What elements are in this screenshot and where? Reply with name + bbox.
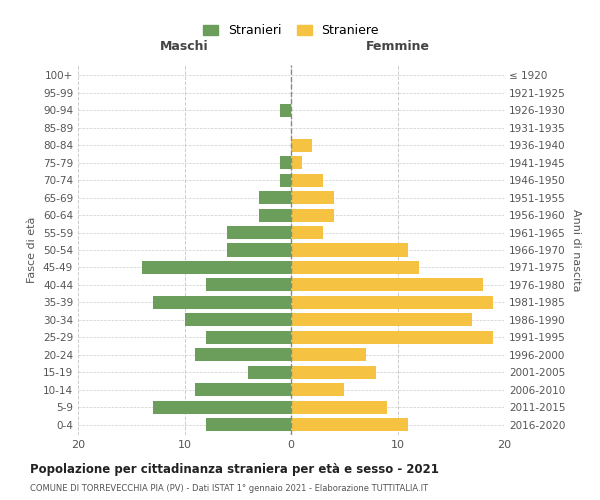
Bar <box>259 208 291 222</box>
Text: Maschi: Maschi <box>160 40 209 53</box>
Bar <box>206 330 291 344</box>
Bar <box>291 208 334 222</box>
Bar <box>206 418 291 431</box>
Bar <box>152 400 291 413</box>
Bar <box>291 330 493 344</box>
Bar <box>280 174 291 186</box>
Y-axis label: Anni di nascita: Anni di nascita <box>571 209 581 291</box>
Text: Popolazione per cittadinanza straniera per età e sesso - 2021: Popolazione per cittadinanza straniera p… <box>30 462 439 475</box>
Legend: Stranieri, Straniere: Stranieri, Straniere <box>198 20 384 42</box>
Bar <box>291 383 344 396</box>
Bar <box>185 314 291 326</box>
Bar <box>259 191 291 204</box>
Bar <box>280 156 291 170</box>
Bar <box>206 278 291 291</box>
Bar <box>291 400 387 413</box>
Text: Femmine: Femmine <box>365 40 430 53</box>
Bar <box>291 261 419 274</box>
Bar <box>291 174 323 186</box>
Bar <box>248 366 291 378</box>
Bar <box>195 348 291 362</box>
Bar <box>280 104 291 117</box>
Bar <box>291 244 408 256</box>
Bar <box>291 226 323 239</box>
Bar <box>291 348 365 362</box>
Bar <box>152 296 291 309</box>
Bar <box>195 383 291 396</box>
Bar <box>142 261 291 274</box>
Bar <box>291 191 334 204</box>
Bar <box>291 138 313 152</box>
Bar <box>291 278 483 291</box>
Bar <box>227 226 291 239</box>
Bar <box>291 366 376 378</box>
Y-axis label: Fasce di età: Fasce di età <box>28 217 37 283</box>
Bar <box>291 296 493 309</box>
Bar <box>291 156 302 170</box>
Bar <box>291 314 472 326</box>
Bar <box>291 418 408 431</box>
Bar <box>227 244 291 256</box>
Text: COMUNE DI TORREVECCHIA PIA (PV) - Dati ISTAT 1° gennaio 2021 - Elaborazione TUTT: COMUNE DI TORREVECCHIA PIA (PV) - Dati I… <box>30 484 428 493</box>
